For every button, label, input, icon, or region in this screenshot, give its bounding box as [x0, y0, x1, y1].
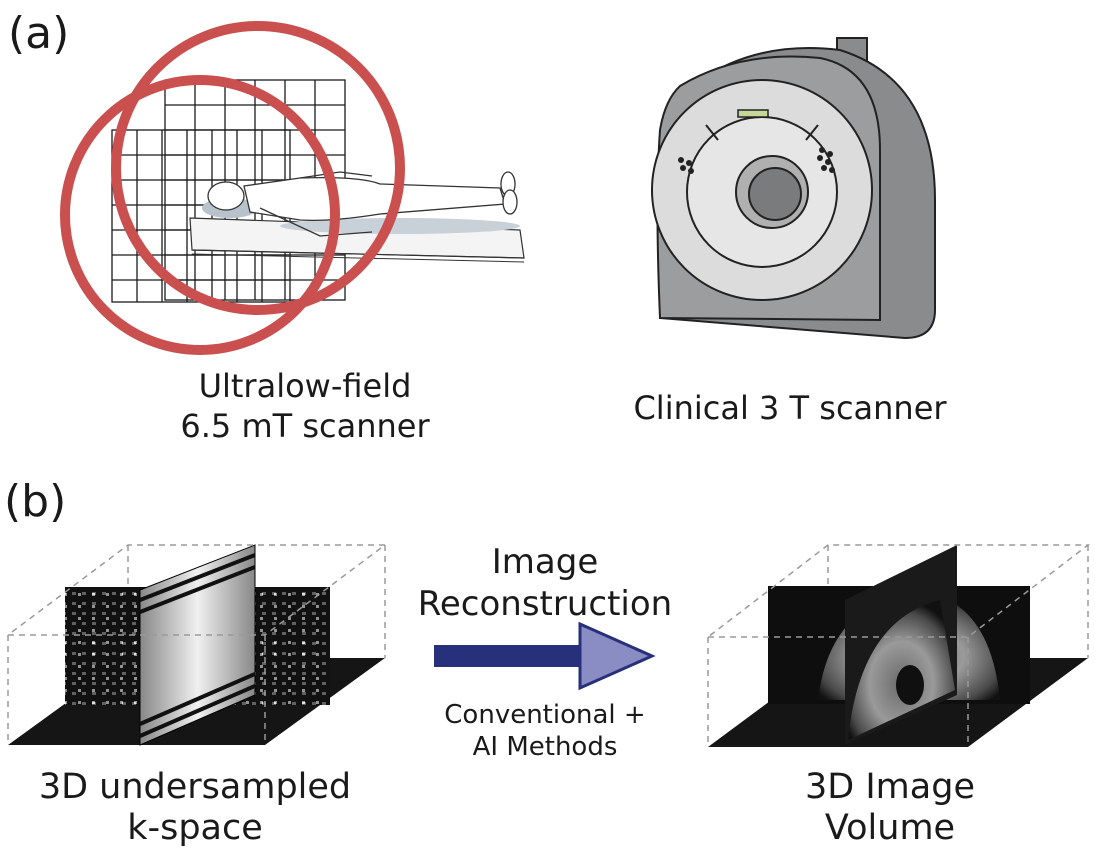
- kspace-volume-icon: [5, 544, 388, 746]
- ultralow-field-caption-line-1: Ultralow-field: [198, 367, 412, 405]
- control-buttons-left: [678, 157, 694, 174]
- control-buttons-right: [817, 147, 835, 173]
- patient-table: [189, 198, 525, 263]
- red-coils: [60, 21, 405, 355]
- image-volume-icon: [705, 544, 1091, 747]
- ultralow-field-scanner-illustration: [60, 21, 525, 355]
- kspace-caption-line-2: k-space: [127, 808, 263, 848]
- methods-subtitle: Conventional + AI Methods: [410, 702, 680, 760]
- reconstruction-title-line-1: Image: [491, 542, 599, 582]
- patient-figure: [207, 171, 518, 237]
- reconstruction-title: Image Reconstruction: [390, 545, 700, 621]
- image-volume-caption: 3D Image Volume: [760, 770, 1020, 846]
- image-volume-caption-line-2: Volume: [824, 808, 956, 848]
- kspace-caption: 3D undersampled k-space: [10, 770, 380, 846]
- clinical-scanner-caption: Clinical 3 T scanner: [633, 389, 947, 427]
- panel-a-label: (a): [8, 8, 70, 59]
- panel-b-label: (b): [4, 476, 67, 527]
- ultralow-field-caption: Ultralow-field 6.5 mT scanner: [140, 370, 470, 442]
- methods-subtitle-line-1: Conventional +: [444, 700, 646, 730]
- ultralow-field-caption-line-2: 6.5 mT scanner: [180, 407, 430, 445]
- reconstruction-title-line-2: Reconstruction: [417, 584, 673, 624]
- mri-scanner-illustration: [651, 37, 936, 340]
- kspace-caption-line-1: 3D undersampled: [38, 767, 352, 807]
- reconstruction-arrow-icon: [434, 621, 656, 691]
- methods-subtitle-line-2: AI Methods: [472, 732, 618, 762]
- image-volume-caption-line-1: 3D Image: [805, 767, 975, 807]
